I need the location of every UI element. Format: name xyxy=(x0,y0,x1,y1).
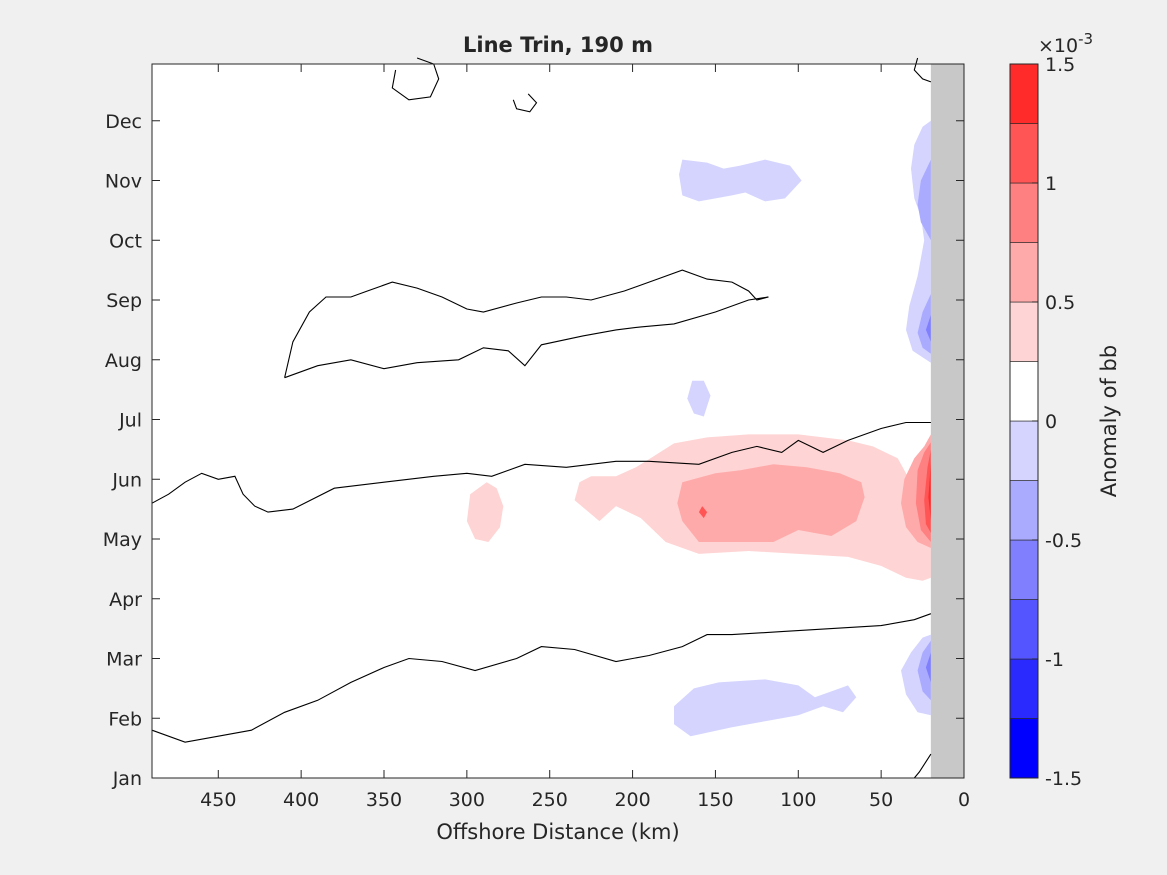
colorbar-tick-label: 0 xyxy=(1045,411,1057,433)
zero-contour-0 xyxy=(151,421,931,513)
colorbar-swatch-1 xyxy=(1009,658,1039,719)
colorbar: -1.5 -1 -0.5 0 0.5 1 1.5 ×10-3 Anomaly of bb xyxy=(1009,30,1121,790)
zero-contour-4 xyxy=(512,93,538,113)
colorbar-swatch-2 xyxy=(1009,599,1039,660)
filled-contours xyxy=(466,120,931,737)
colorbar-frame xyxy=(1009,63,1039,779)
colorbar-swatch-3 xyxy=(1009,539,1039,600)
contour-fill-12 xyxy=(674,679,857,737)
colorbar-label: Anomaly of bb xyxy=(1097,345,1121,497)
contour-fill-2 xyxy=(677,464,865,542)
colorbar-swatch-5 xyxy=(1009,420,1039,481)
chart-title: Line Trin, 190 m xyxy=(463,33,653,57)
zero-contour-2 xyxy=(284,269,769,379)
contour-fill-9 xyxy=(679,159,802,202)
plot-background xyxy=(152,64,964,778)
land-mask xyxy=(930,64,964,778)
y-tick-label: Jan xyxy=(112,768,142,790)
x-tick-labels: 450 400 350 300 250 200 150 100 50 0 xyxy=(200,789,970,811)
colorbar-swatch-4 xyxy=(1009,480,1039,541)
colorbar-swatch-9 xyxy=(1009,182,1039,243)
contour-fill-6 xyxy=(924,449,931,533)
x-tick-label: 100 xyxy=(780,789,816,811)
axis-ticks xyxy=(152,64,965,779)
contour-fill-16 xyxy=(925,314,931,342)
x-tick-label: 300 xyxy=(449,789,485,811)
zero-contour-lines xyxy=(151,57,932,779)
y-tick-label: Jul xyxy=(118,410,142,432)
contour-fill-14 xyxy=(917,294,931,354)
zero-contour-1 xyxy=(151,613,932,743)
y-tick-labels: Jan Feb Mar Apr May Jun Jul Aug Sep Oct Nov Dec xyxy=(103,111,142,790)
x-tick-label: 250 xyxy=(532,789,568,811)
colorbar-swatch-8 xyxy=(1009,242,1039,303)
colorbar-tick-label: 1 xyxy=(1045,173,1057,195)
x-axis-label: Offshore Distance (km) xyxy=(436,820,679,844)
zero-contour-6 xyxy=(913,753,932,779)
colorbar-swatch-10 xyxy=(1009,123,1039,184)
x-tick-label: 400 xyxy=(283,789,319,811)
colorbar-exponent: ×10-3 xyxy=(1038,30,1093,57)
x-tick-label: 450 xyxy=(200,789,236,811)
x-tick-label: 0 xyxy=(958,789,970,811)
y-tick-label: Sep xyxy=(106,290,142,312)
x-tick-label: 150 xyxy=(697,789,733,811)
contour-fill-17 xyxy=(925,652,931,683)
colorbar-tick-label: -1.5 xyxy=(1045,768,1082,790)
contour-plot-axes: 450 400 350 300 250 200 150 100 50 0 Jan Feb Mar Apr… xyxy=(103,57,970,811)
y-tick-label: Aug xyxy=(105,350,142,372)
contour-fill-5 xyxy=(698,506,708,519)
contour-fill-10 xyxy=(687,380,711,417)
colorbar-tick-label: -1 xyxy=(1045,649,1064,671)
x-tick-label: 200 xyxy=(614,789,650,811)
y-tick-label: May xyxy=(103,529,142,551)
x-tick-label: 350 xyxy=(366,789,402,811)
plot-frame xyxy=(151,63,965,779)
colorbar-tick-label: 0.5 xyxy=(1045,292,1075,314)
y-tick-label: Feb xyxy=(108,708,142,730)
colorbar-tick-labels: -1.5 -1 -0.5 0 0.5 1 1.5 xyxy=(1045,54,1082,790)
contour-fill-7 xyxy=(928,461,931,522)
y-tick-label: Dec xyxy=(105,111,142,133)
colorbar-swatch-6 xyxy=(1009,361,1039,422)
y-tick-label: Oct xyxy=(109,230,142,252)
colorbar-swatch-11 xyxy=(1009,63,1039,124)
colorbar-tick-label: 1.5 xyxy=(1045,54,1075,76)
y-tick-label: Nov xyxy=(105,171,142,193)
colorbar-tick-label: -0.5 xyxy=(1045,530,1082,552)
x-tick-label: 50 xyxy=(869,789,893,811)
colorbar-swatch-0 xyxy=(1009,718,1039,779)
y-tick-label: Jun xyxy=(111,469,142,491)
contour-fill-15 xyxy=(917,640,931,701)
contour-fill-13 xyxy=(917,159,931,241)
contour-fill-1 xyxy=(466,482,504,542)
colorbar-swatch-7 xyxy=(1009,301,1039,362)
y-tick-label: Apr xyxy=(109,589,142,611)
y-tick-label: Mar xyxy=(106,649,142,671)
